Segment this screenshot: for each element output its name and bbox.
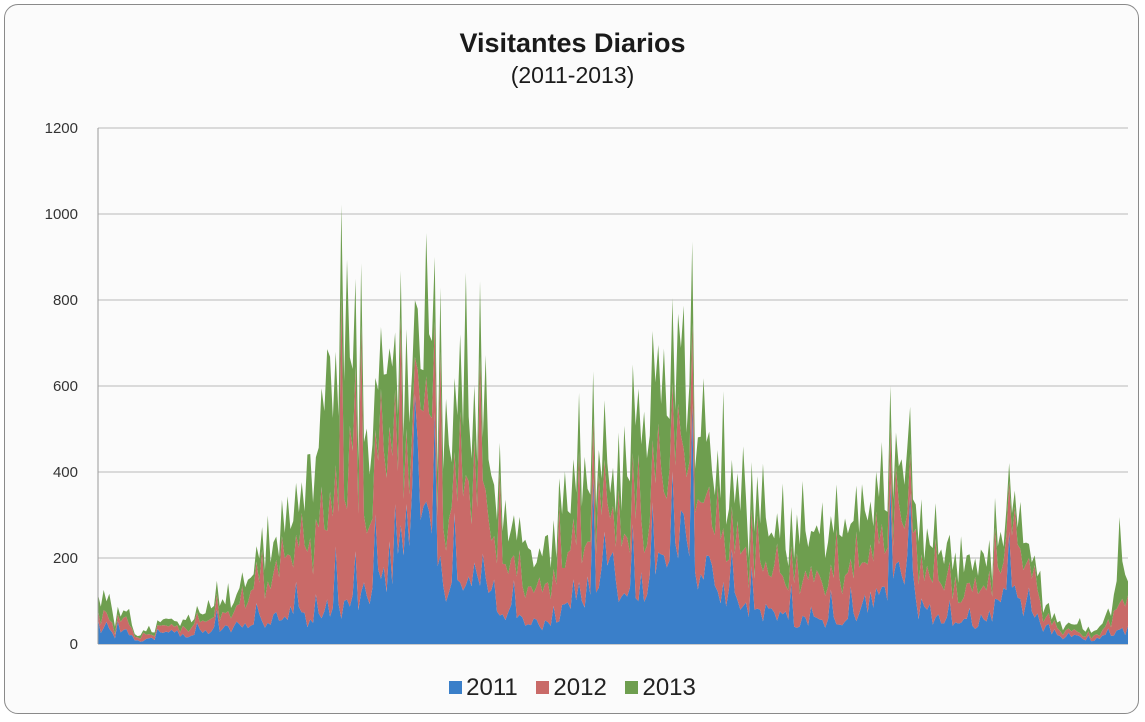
legend-label-2012: 2012 — [553, 674, 607, 701]
y-tick-label-1000: 1000 — [45, 206, 78, 223]
chart-title: Visitantes Diarios — [459, 28, 686, 58]
legend-label-2013: 2013 — [642, 674, 696, 701]
y-tick-label-0: 0 — [70, 636, 78, 653]
y-tick-label-200: 200 — [53, 550, 78, 567]
legend-item-2013: 2013 — [625, 674, 696, 702]
area-series-2011 — [98, 393, 1128, 644]
stacked-areas — [98, 204, 1128, 644]
y-tick-label-400: 400 — [53, 464, 78, 481]
chart-subtitle: (2011-2013) — [510, 62, 635, 88]
legend-swatch-2011 — [449, 681, 463, 694]
y-tick-label-1200: 1200 — [45, 120, 78, 137]
legend-swatch-2013 — [625, 681, 639, 694]
area-series-2013 — [98, 204, 1128, 639]
area-series-2012 — [98, 293, 1128, 642]
legend-label-2011: 2011 — [466, 674, 518, 701]
legend: 2011 2012 2013 — [0, 674, 1145, 702]
y-tick-label-800: 800 — [53, 292, 78, 309]
legend-item-2012: 2012 — [536, 674, 607, 702]
legend-item-2011: 2011 — [449, 674, 518, 702]
legend-swatch-2012 — [536, 681, 550, 694]
y-axis: 0 200 400 600 800 1000 1200 — [45, 120, 99, 653]
y-tick-label-600: 600 — [53, 378, 78, 395]
